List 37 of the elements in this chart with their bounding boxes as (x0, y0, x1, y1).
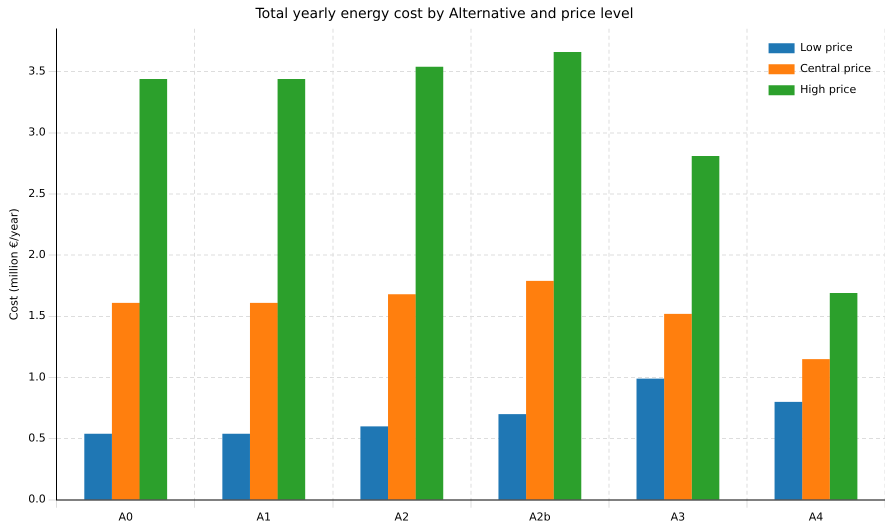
bar (112, 302, 140, 500)
y-tick-label: 3.5 (28, 64, 46, 78)
y-tick-label: 0.5 (28, 431, 46, 444)
legend-label: High price (800, 83, 856, 96)
y-tick-label: 2.5 (28, 186, 46, 200)
bar (84, 434, 112, 500)
x-tick-label: A4 (808, 510, 824, 524)
legend-label: Central price (800, 62, 872, 76)
x-tick-label: A0 (118, 510, 133, 524)
bar (250, 302, 278, 500)
bar (416, 66, 444, 500)
y-tick-label: 3.0 (28, 126, 46, 139)
bar (802, 359, 830, 500)
y-tick-label: 1.5 (28, 309, 46, 322)
bar (140, 78, 168, 500)
bar (278, 78, 306, 500)
bar (498, 414, 526, 500)
x-tick-label: A3 (670, 510, 686, 524)
legend-label: Low price (800, 41, 853, 54)
y-tick-label: 2.0 (28, 248, 46, 261)
x-tick-label: A2b (529, 510, 551, 524)
bar (360, 426, 388, 500)
x-tick-label: A1 (256, 510, 272, 524)
bar (774, 402, 802, 500)
chart-title: Total yearly energy cost by Alternative and price level (254, 6, 634, 22)
bar (830, 293, 858, 500)
bar (664, 314, 692, 500)
y-tick-label: 1.0 (28, 370, 46, 384)
y-axis-title: Cost (million €/year) (7, 208, 20, 320)
bar (692, 156, 720, 500)
bar (554, 52, 582, 500)
bar (636, 378, 664, 500)
x-tick-label: A2 (394, 510, 410, 524)
bar (526, 280, 554, 500)
bar (222, 434, 250, 500)
y-tick-label: 0.0 (28, 492, 46, 506)
bar (388, 294, 416, 500)
